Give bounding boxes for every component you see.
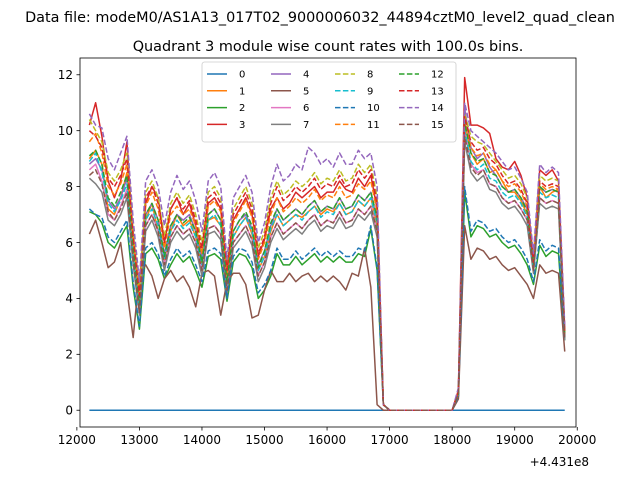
series-line-9 (88, 129, 566, 411)
legend-label-11: 11 (367, 120, 380, 131)
series-line-14 (88, 101, 566, 411)
x-tick-label: 13000 (120, 433, 158, 447)
legend-label-9: 9 (367, 86, 373, 97)
series-line-10 (88, 185, 566, 411)
legend-label-13: 13 (431, 86, 444, 97)
legend-label-1: 1 (239, 86, 245, 97)
legend-label-12: 12 (431, 70, 444, 81)
x-tick-label: 12000 (58, 433, 96, 447)
series-line-7 (88, 141, 566, 411)
legend-label-0: 0 (239, 70, 245, 81)
x-tick-label: 14000 (183, 433, 221, 447)
legend-label-14: 14 (431, 103, 444, 114)
x-tick-label: 17000 (371, 433, 409, 447)
legend-label-15: 15 (431, 120, 444, 131)
legend-label-5: 5 (303, 86, 309, 97)
legend-label-6: 6 (303, 103, 309, 114)
legend-label-3: 3 (239, 120, 245, 131)
chart-title: Quadrant 3 module wise count rates with … (133, 39, 524, 55)
x-tick-label: 15000 (245, 433, 283, 447)
legend-label-4: 4 (303, 70, 309, 81)
series-line-12 (88, 121, 566, 411)
series-line-4 (88, 107, 566, 411)
x-tick-label: 20000 (558, 433, 596, 447)
figure-suptitle: Data file: modeM0/AS1A13_017T02_90000060… (25, 10, 615, 26)
axes: 12000 13000 14000 15000 16000 17000 18000 19000… (58, 57, 596, 447)
legend-label-2: 2 (239, 103, 245, 114)
series-line-8 (88, 113, 566, 411)
y-tick-label: 8 (65, 180, 73, 194)
legend-label-10: 10 (367, 103, 380, 114)
y-tick-label: 12 (58, 68, 73, 82)
x-tick-label: 18000 (433, 433, 471, 447)
series-line-5 (88, 219, 566, 411)
y-tick-label: 0 (65, 404, 73, 418)
legend-box (201, 61, 457, 143)
series-line-13 (88, 115, 566, 411)
series-line-11 (88, 118, 566, 411)
series-line-15 (88, 135, 566, 411)
series-lines (88, 76, 566, 411)
x-tick-label: 19000 (496, 433, 534, 447)
legend-label-8: 8 (367, 70, 373, 81)
y-tick-label: 10 (58, 124, 73, 138)
y-tick-label: 2 (65, 348, 73, 362)
legend-label-7: 7 (303, 120, 309, 131)
series-line-2 (89, 191, 566, 411)
x-offset-label: +4.431e8 (530, 455, 589, 469)
y-tick-label: 6 (65, 236, 73, 250)
x-tick-label: 16000 (308, 433, 346, 447)
y-tick-label: 4 (65, 292, 73, 306)
